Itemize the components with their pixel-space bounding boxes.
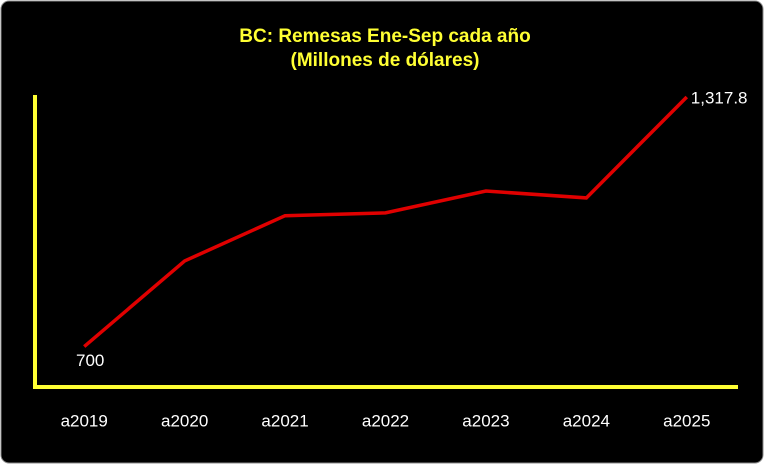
chart-title: BC: Remesas Ene-Sep cada año [239,26,530,47]
x-tick-label: a2025 [663,411,710,430]
x-tick-label: a2021 [261,411,308,430]
x-tick-label: a2024 [563,411,610,430]
chart-subtitle: (Millones de dólares) [291,50,480,71]
x-tick-label: a2023 [462,411,509,430]
data-line [83,95,689,348]
chart-background [0,0,764,464]
x-tick-label: a2022 [362,411,409,430]
x-tick-label: a2020 [161,411,208,430]
data-label: 700 [76,351,104,370]
x-tick-label: a2019 [61,411,108,430]
data-label: 1,317.8 [691,88,748,107]
